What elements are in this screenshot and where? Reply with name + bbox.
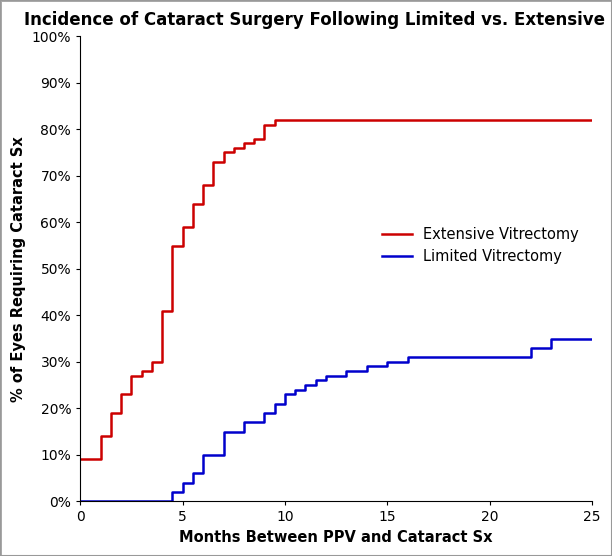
Limited Vitrectomy <box>179 479 186 486</box>
Extensive Vitrectomy <box>169 242 176 249</box>
Extensive Vitrectomy <box>97 456 104 463</box>
Extensive Vitrectomy <box>230 149 237 156</box>
Extensive Vitrectomy <box>250 140 258 147</box>
Limited Vitrectomy <box>189 479 196 486</box>
Extensive Vitrectomy <box>241 140 248 147</box>
Limited Vitrectomy <box>282 391 289 398</box>
Extensive Vitrectomy <box>343 117 350 123</box>
Limited Vitrectomy <box>241 419 248 425</box>
Limited Vitrectomy <box>527 354 534 360</box>
Extensive Vitrectomy <box>282 117 289 123</box>
Limited Vitrectomy <box>568 335 575 342</box>
Limited Vitrectomy <box>282 400 289 407</box>
Extensive Vitrectomy <box>148 368 155 374</box>
X-axis label: Months Between PPV and Cataract Sx: Months Between PPV and Cataract Sx <box>179 530 493 545</box>
Extensive Vitrectomy <box>128 373 135 379</box>
Limited Vitrectomy <box>302 386 309 393</box>
Extensive Vitrectomy <box>271 117 278 123</box>
Extensive Vitrectomy <box>76 456 84 463</box>
Limited Vitrectomy <box>363 368 370 374</box>
Limited Vitrectomy <box>291 391 299 398</box>
Extensive Vitrectomy <box>271 121 278 128</box>
Extensive Vitrectomy <box>159 359 166 365</box>
Limited Vitrectomy <box>200 470 207 476</box>
Extensive Vitrectomy <box>343 117 350 123</box>
Limited Vitrectomy <box>241 428 248 435</box>
Limited Vitrectomy <box>548 345 555 351</box>
Limited Vitrectomy <box>200 451 207 458</box>
Limited Vitrectomy <box>291 386 299 393</box>
Limited Vitrectomy <box>323 373 330 379</box>
Limited Vitrectomy <box>261 410 268 416</box>
Extensive Vitrectomy <box>189 224 196 230</box>
Limited Vitrectomy <box>527 345 534 351</box>
Extensive Vitrectomy <box>261 135 268 142</box>
Extensive Vitrectomy <box>282 117 289 123</box>
Line: Limited Vitrectomy: Limited Vitrectomy <box>80 339 592 502</box>
Extensive Vitrectomy <box>148 359 155 365</box>
Extensive Vitrectomy <box>97 433 104 440</box>
Extensive Vitrectomy <box>107 410 114 416</box>
Extensive Vitrectomy <box>589 117 596 123</box>
Limited Vitrectomy <box>271 410 278 416</box>
Extensive Vitrectomy <box>179 242 186 249</box>
Extensive Vitrectomy <box>220 149 227 156</box>
Extensive Vitrectomy <box>179 224 186 230</box>
Limited Vitrectomy <box>589 335 596 342</box>
Extensive Vitrectomy <box>210 158 217 165</box>
Extensive Vitrectomy <box>128 391 135 398</box>
Limited Vitrectomy <box>568 335 575 342</box>
Extensive Vitrectomy <box>138 368 145 374</box>
Limited Vitrectomy <box>261 419 268 425</box>
Extensive Vitrectomy <box>107 433 114 440</box>
Extensive Vitrectomy <box>220 158 227 165</box>
Limited Vitrectomy <box>189 470 196 476</box>
Extensive Vitrectomy <box>230 145 237 151</box>
Limited Vitrectomy <box>548 335 555 342</box>
Limited Vitrectomy <box>76 498 84 505</box>
Line: Extensive Vitrectomy: Extensive Vitrectomy <box>80 120 592 459</box>
Limited Vitrectomy <box>179 489 186 495</box>
Limited Vitrectomy <box>343 373 350 379</box>
Limited Vitrectomy <box>220 451 227 458</box>
Limited Vitrectomy <box>220 428 227 435</box>
Extensive Vitrectomy <box>189 200 196 207</box>
Extensive Vitrectomy <box>261 121 268 128</box>
Extensive Vitrectomy <box>118 391 125 398</box>
Limited Vitrectomy <box>312 382 319 389</box>
Title: Incidence of Cataract Surgery Following Limited vs. Extensive PPV: Incidence of Cataract Surgery Following … <box>24 11 612 29</box>
Limited Vitrectomy <box>343 368 350 374</box>
Limited Vitrectomy <box>271 400 278 407</box>
Extensive Vitrectomy <box>118 410 125 416</box>
Extensive Vitrectomy <box>250 135 258 142</box>
Limited Vitrectomy <box>425 354 432 360</box>
Legend: Extensive Vitrectomy, Limited Vitrectomy: Extensive Vitrectomy, Limited Vitrectomy <box>376 221 585 270</box>
Extensive Vitrectomy <box>200 182 207 188</box>
Extensive Vitrectomy <box>138 373 145 379</box>
Limited Vitrectomy <box>302 382 309 389</box>
Extensive Vitrectomy <box>200 200 207 207</box>
Extensive Vitrectomy <box>159 307 166 314</box>
Limited Vitrectomy <box>384 359 391 365</box>
Limited Vitrectomy <box>169 489 176 495</box>
Limited Vitrectomy <box>425 354 432 360</box>
Limited Vitrectomy <box>384 363 391 370</box>
Extensive Vitrectomy <box>210 182 217 188</box>
Limited Vitrectomy <box>312 377 319 384</box>
Limited Vitrectomy <box>404 354 411 360</box>
Limited Vitrectomy <box>363 363 370 370</box>
Limited Vitrectomy <box>323 377 330 384</box>
Extensive Vitrectomy <box>241 145 248 151</box>
Limited Vitrectomy <box>404 359 411 365</box>
Extensive Vitrectomy <box>169 307 176 314</box>
Limited Vitrectomy <box>169 498 176 505</box>
Y-axis label: % of Eyes Requiring Cataract Sx: % of Eyes Requiring Cataract Sx <box>11 136 26 401</box>
